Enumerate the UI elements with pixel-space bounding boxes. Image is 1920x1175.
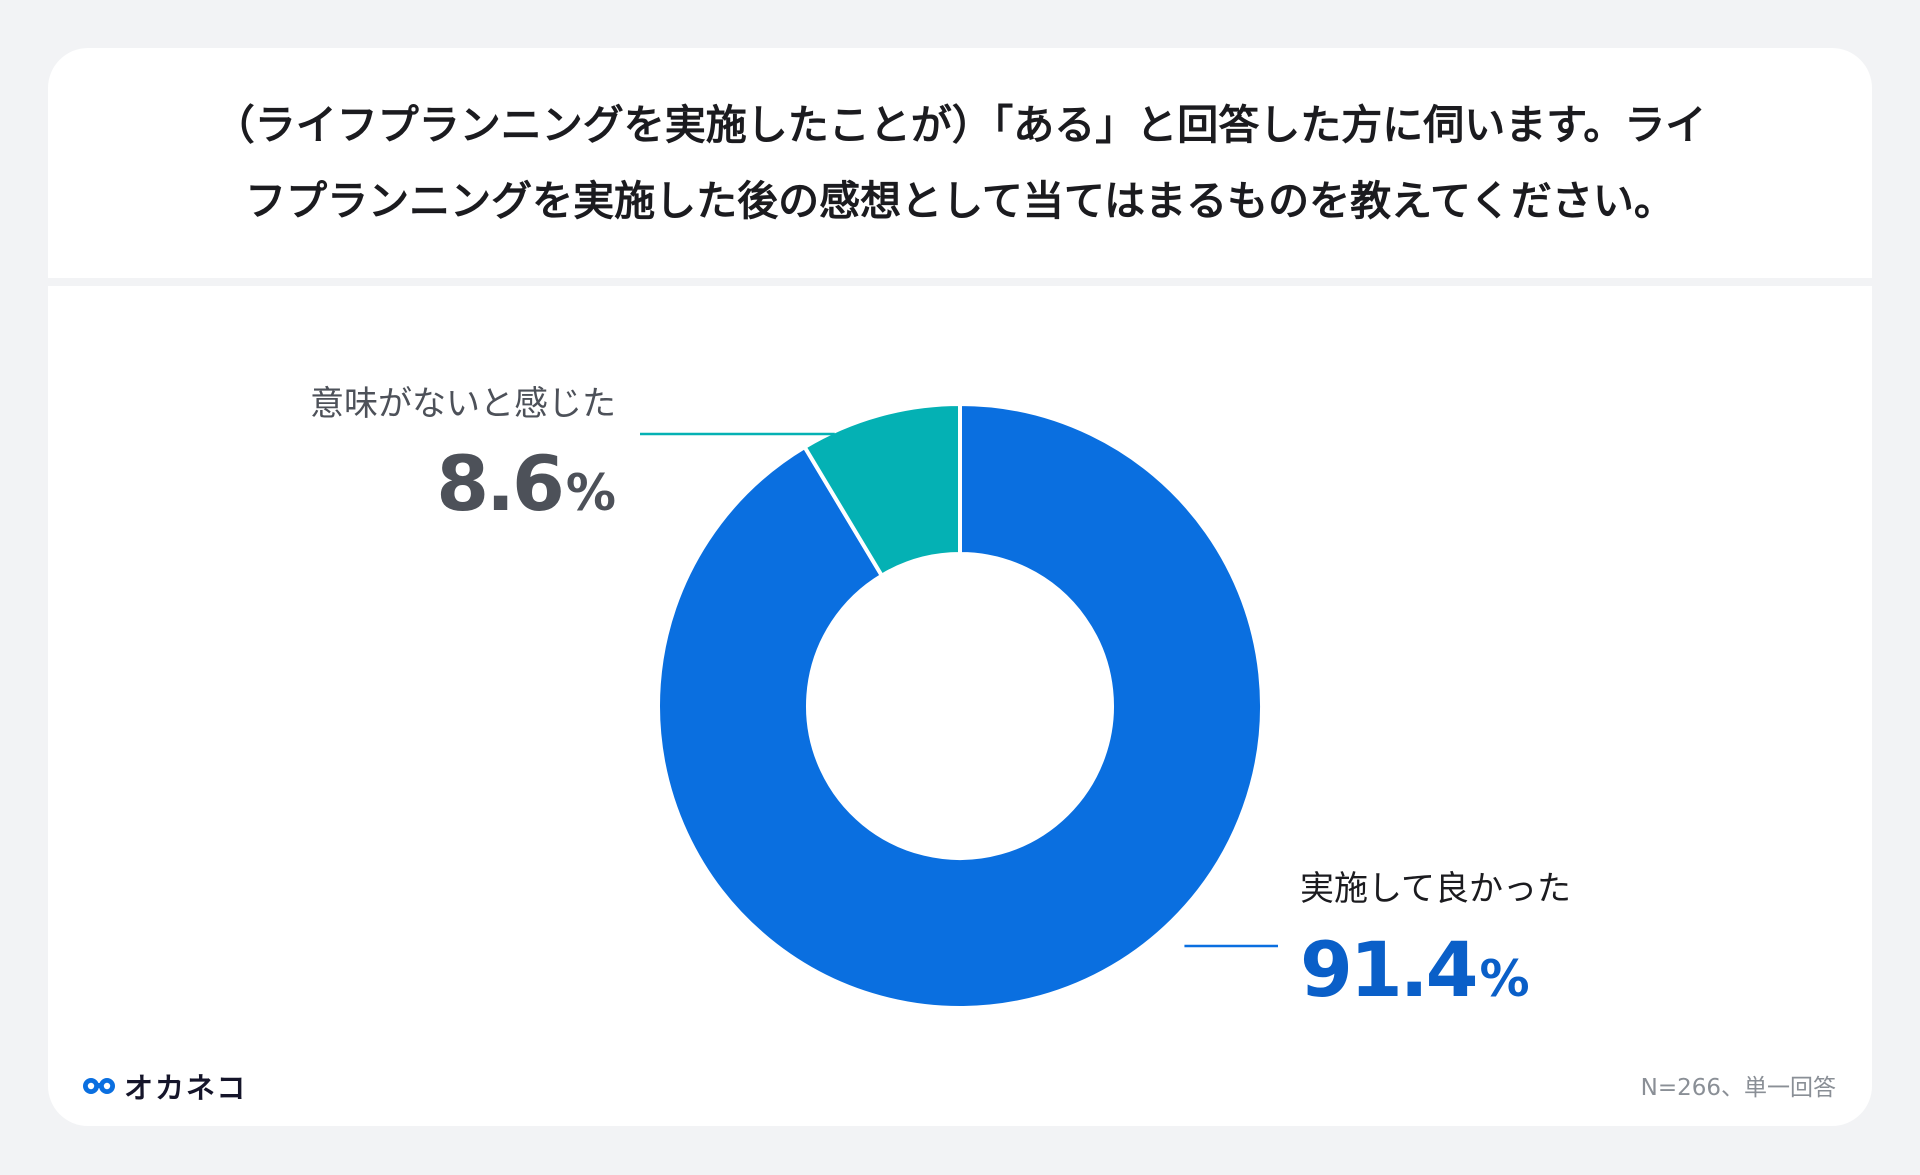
donut-slice-1 bbox=[802, 402, 962, 578]
donut-chart: 実施して良かった 91.4% 意味がないと感じた 8.6% bbox=[310, 384, 1571, 1014]
slice-label-0: 実施して良かった bbox=[1300, 869, 1571, 909]
sample-note: N=266、単一回答 bbox=[1640, 1075, 1836, 1101]
question-header: （ライフプランニングを実施したことが）「ある」と回答した方に伺います。ライ フプ… bbox=[48, 48, 1872, 278]
title-line-1: （ライフプランニングを実施したことが）「ある」と回答した方に伺います。ライ bbox=[213, 101, 1707, 149]
chart-card: （ライフプランニングを実施したことが）「ある」と回答した方に伺います。ライ フプ… bbox=[48, 48, 1872, 1126]
donut-slice-0 bbox=[656, 402, 1264, 1010]
header-divider bbox=[48, 278, 1872, 286]
brand-name: オカネコ bbox=[124, 1071, 248, 1105]
glasses-icon bbox=[83, 1078, 115, 1094]
brand-logo: オカネコ bbox=[82, 1066, 247, 1106]
chart-title: （ライフプランニングを実施したことが）「ある」と回答した方に伺います。ライ フプ… bbox=[150, 87, 1770, 239]
slice-label-1: 意味がないと感じた bbox=[310, 384, 616, 424]
slice-value-1: 8.6% bbox=[436, 439, 616, 528]
slice-value-0: 91.4% bbox=[1300, 925, 1530, 1014]
title-line-2: フプランニングを実施した後の感想として当てはまるものを教えてください。 bbox=[245, 177, 1675, 225]
